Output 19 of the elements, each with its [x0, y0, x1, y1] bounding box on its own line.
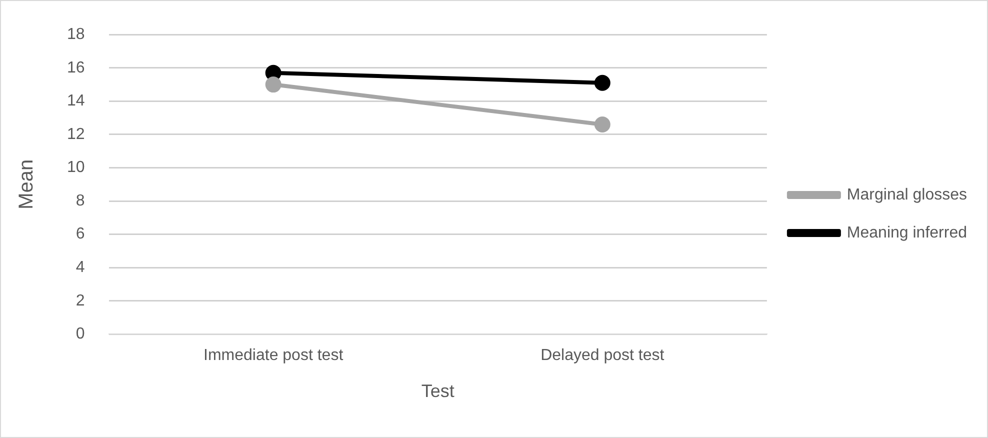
point	[594, 116, 610, 132]
point	[265, 76, 282, 93]
y-tick-label: 2	[76, 292, 85, 310]
x-tick-label: Immediate post test	[204, 347, 344, 364]
x-axis-title: Test	[421, 381, 454, 402]
y-tick-label: 16	[67, 59, 85, 76]
y-tick-label: 6	[76, 226, 85, 243]
y-tick-label: 0	[76, 326, 85, 343]
y-tick-label: 8	[76, 192, 85, 210]
y-tick-label: 10	[67, 159, 85, 176]
y-tick-label: 4	[76, 259, 85, 276]
point	[594, 74, 610, 91]
legend-label: Marginal glosses	[846, 186, 967, 204]
legend-label: Meaning inferred	[846, 224, 968, 242]
y-tick-label: 14	[67, 92, 85, 110]
y-tick-label: 18	[67, 26, 85, 44]
y-tick-label: 12	[67, 126, 85, 143]
x-tick-label: Delayed post test	[540, 347, 665, 364]
y-axis-title: Mean	[16, 159, 38, 210]
